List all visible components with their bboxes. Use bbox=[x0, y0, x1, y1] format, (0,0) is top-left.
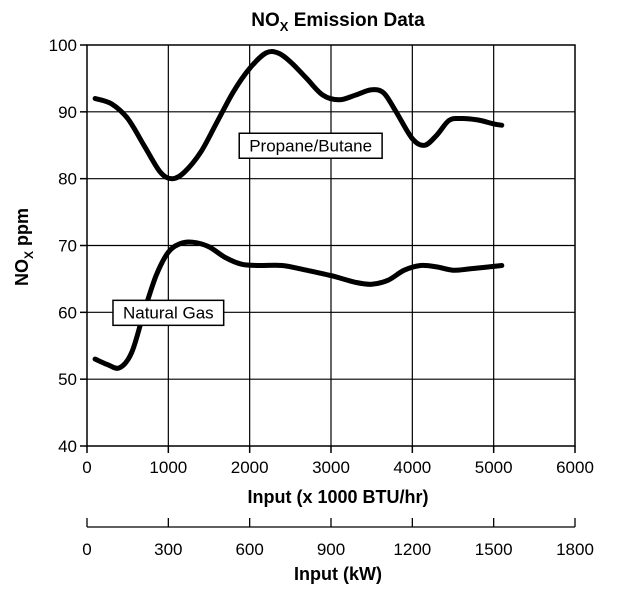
series-label-box-propane-butane bbox=[238, 132, 383, 159]
y-tick-labels: 40 50 60 70 80 90 100 bbox=[49, 36, 87, 456]
series-label-natural-gas: Natural Gas bbox=[112, 299, 225, 327]
series-line-propane-butane bbox=[92, 49, 505, 182]
chart-title: NOX Emission Data bbox=[251, 10, 425, 34]
x-tick-label-3: 3000 bbox=[312, 458, 350, 477]
x-tick-label-2: 2000 bbox=[231, 458, 269, 477]
title-rest: Emission Data bbox=[288, 10, 425, 31]
y-tick-label-4: 80 bbox=[58, 170, 77, 189]
secondary-axis-label: Input (kW) bbox=[294, 564, 382, 584]
secondary-tick-label-0: 0 bbox=[82, 540, 91, 559]
y-tick-label-3: 70 bbox=[58, 237, 77, 256]
series-label-text-natural-gas: Natural Gas bbox=[123, 303, 214, 322]
secondary-tick-label-1: 300 bbox=[154, 540, 182, 559]
y-tick-label-0: 40 bbox=[58, 437, 77, 456]
x-tick-label-6: 6000 bbox=[556, 458, 594, 477]
y-tick-label-5: 90 bbox=[58, 103, 77, 122]
series-label-propane-butane: Propane/Butane bbox=[238, 132, 383, 159]
ylabel-sub: X bbox=[22, 251, 36, 259]
secondary-tick-label-2: 600 bbox=[235, 540, 263, 559]
y-tick-label-1: 50 bbox=[58, 370, 77, 389]
y-tick-label-2: 60 bbox=[58, 303, 77, 322]
x-tick-label-1: 1000 bbox=[149, 458, 187, 477]
series-label-text-propane-butane: Propane/Butane bbox=[249, 136, 372, 155]
x-tick-labels: 0 1000 2000 3000 4000 5000 6000 bbox=[82, 446, 594, 477]
secondary-axis: 0 300 600 900 1200 1500 1800 bbox=[82, 518, 594, 559]
title-base: NO bbox=[251, 10, 280, 31]
x-tick-label-5: 5000 bbox=[475, 458, 513, 477]
secondary-tick-label-6: 1800 bbox=[556, 540, 594, 559]
secondary-tick-label-3: 900 bbox=[317, 540, 345, 559]
ylabel-base: NO bbox=[12, 259, 32, 286]
secondary-tick-label-4: 1200 bbox=[393, 540, 431, 559]
title-sub: X bbox=[280, 19, 289, 34]
x-tick-label-0: 0 bbox=[82, 458, 91, 477]
grid-lines bbox=[87, 45, 575, 446]
x-tick-label-4: 4000 bbox=[393, 458, 431, 477]
secondary-tick-label-5: 1500 bbox=[475, 540, 513, 559]
x-axis-label: Input (x 1000 BTU/hr) bbox=[247, 487, 428, 507]
series-labels: Propane/Butane Natural Gas bbox=[112, 132, 383, 327]
y-tick-label-6: 100 bbox=[49, 36, 77, 55]
ylabel-rest: ppm bbox=[12, 208, 32, 251]
series-label-box-natural-gas bbox=[112, 299, 225, 327]
y-axis-label: NOX ppm bbox=[12, 208, 36, 286]
